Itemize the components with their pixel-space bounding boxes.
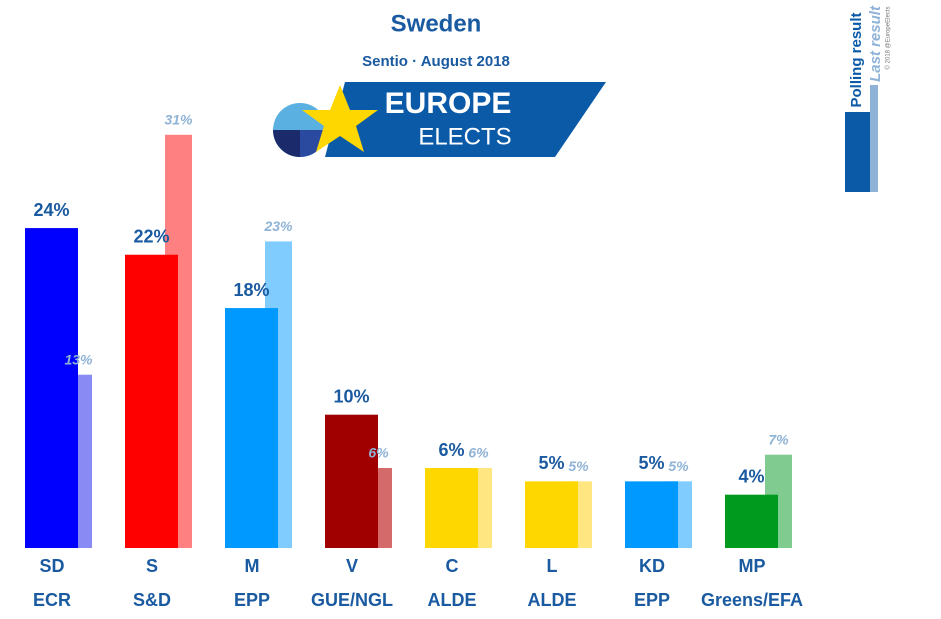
last-label: 13% [64,351,93,367]
legend-label: Last result [867,5,884,82]
poll-label: 5% [538,453,564,473]
logo: EUROPE ELECTS [273,82,606,157]
poll-bar [525,481,578,548]
chart-title: Sweden [391,10,482,37]
group-label: Greens/EFA [701,590,803,610]
group-label: EPP [634,590,670,610]
logo-pie-slice [300,130,327,157]
group-label: GUE/NGL [311,590,393,610]
poll-label: 5% [638,453,664,473]
group-label: S&D [133,590,171,610]
chart-subtitle: Sentio · August 2018 [362,53,510,70]
poll-label: 10% [333,386,369,406]
last-label: 23% [263,218,293,234]
poll-bar [625,481,678,548]
poll-bar [325,414,378,548]
legend-label: Polling result [848,12,865,107]
poll-bar [225,308,278,548]
poll-bar [125,254,178,549]
last-label: 6% [468,445,489,461]
poll-bar [25,228,78,548]
last-label: 5% [568,458,589,474]
poll-label: 22% [133,226,169,246]
party-label: L [547,556,558,576]
last-label: 7% [768,431,789,447]
party-label: M [245,556,260,576]
legend-swatch [845,112,870,192]
party-label: SD [39,556,64,576]
group-label: EPP [234,590,270,610]
party-label: C [446,556,459,576]
logo-pie-slice [273,130,300,157]
logo-text: ELECTS [418,123,511,150]
poll-label: 18% [233,280,269,300]
poll-bar [725,494,778,548]
group-label: ALDE [528,590,577,610]
logo-star [302,85,378,152]
party-label: KD [639,556,665,576]
copyright: © 2018 @EuropeElects [885,7,892,70]
last-label: 6% [368,445,389,461]
poll-bar [425,468,478,548]
poll-label: 24% [33,200,69,220]
poll-label: 6% [438,440,464,460]
poll-label: 4% [738,466,764,486]
party-label: V [346,556,358,576]
party-label: S [146,556,158,576]
logo-banner [325,82,606,157]
group-label: ALDE [428,590,477,610]
group-label: ECR [33,590,71,610]
logo-text: EUROPE [385,87,512,120]
last-label: 5% [668,458,689,474]
last-label: 31% [164,111,193,127]
legend-swatch [870,85,878,192]
party-label: MP [739,556,766,576]
